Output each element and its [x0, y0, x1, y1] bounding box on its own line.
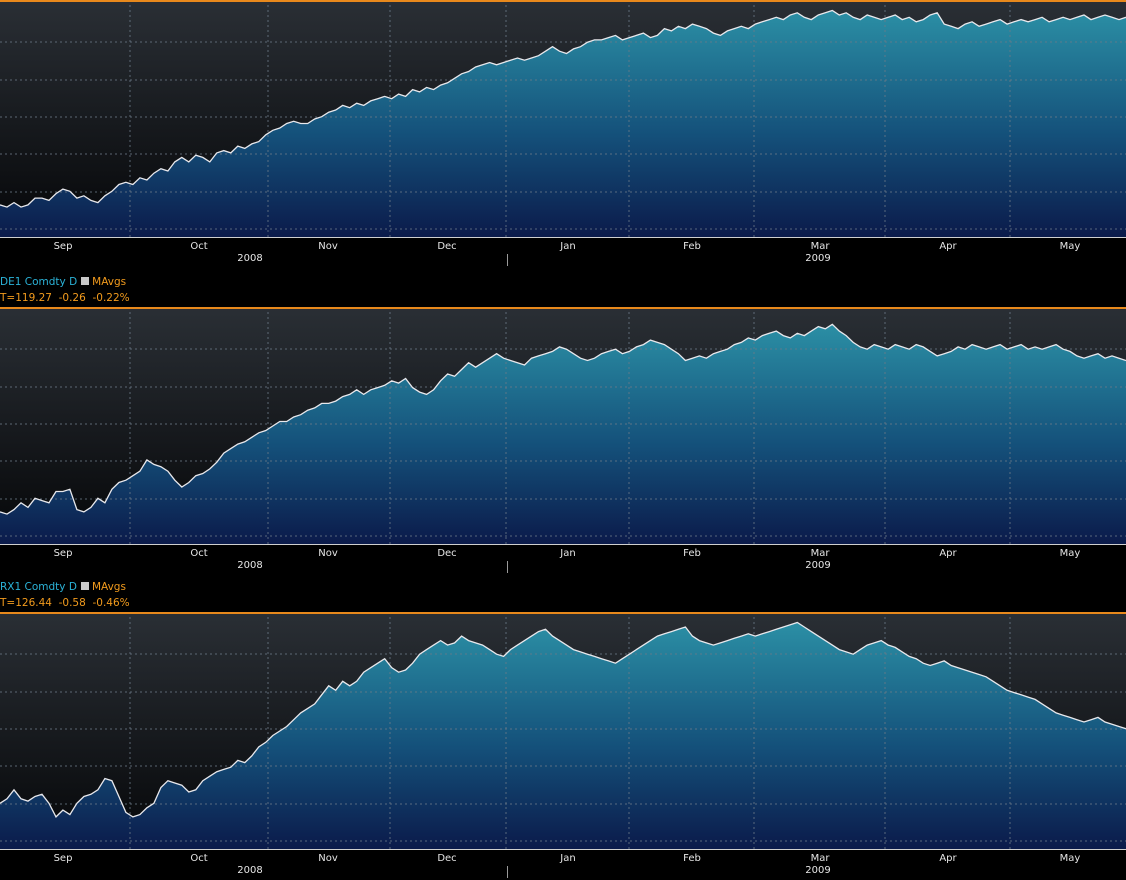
legend-ticker: DE1 Comdty	[0, 276, 66, 288]
chart-panel-bottom: Sep Oct Nov Dec Jan Feb Mar Apr May 2008 2009	[0, 612, 1126, 878]
year-separator	[507, 254, 508, 266]
legend-swatch-icon	[80, 582, 89, 590]
x-tick-label: Jan	[560, 853, 576, 864]
x-tick-label: Oct	[190, 241, 208, 252]
x-tick-label: Nov	[318, 241, 338, 252]
area-chart-middle	[0, 307, 1126, 545]
x-tick-label: Nov	[318, 853, 338, 864]
x-year-label: 2009	[805, 865, 831, 876]
chart-panel-middle: Sep Oct Nov Dec Jan Feb Mar Apr May 2008 2009	[0, 307, 1126, 577]
x-tick-label: Sep	[53, 241, 73, 252]
x-tick-label: Mar	[810, 548, 830, 559]
series-line	[0, 323, 1126, 515]
x-tick-label: Apr	[939, 548, 957, 559]
year-separator	[507, 561, 508, 573]
x-axis-middle: Sep Oct Nov Dec Jan Feb Mar Apr May 2008 2009	[0, 545, 1126, 575]
x-tick-label: Jan	[560, 548, 576, 559]
last-price-bottom: T=126.44 -0.58 -0.46%	[0, 597, 130, 609]
x-axis-top: Sep Oct Nov Dec Jan Feb Mar Apr May 2008 2009	[0, 238, 1126, 268]
x-tick-label: Mar	[810, 853, 830, 864]
x-year-label: 2008	[237, 560, 263, 571]
x-tick-label: Oct	[190, 548, 208, 559]
series-area	[0, 622, 1126, 850]
x-year-label: 2009	[805, 253, 831, 264]
x-tick-label: Feb	[683, 853, 701, 864]
x-tick-label: Jan	[560, 241, 576, 252]
x-tick-label: Dec	[437, 853, 457, 864]
year-separator	[507, 866, 508, 878]
area-chart-top	[0, 0, 1126, 238]
series-area	[0, 324, 1126, 545]
x-tick-label: Mar	[810, 241, 830, 252]
legend-frequency: D	[69, 276, 78, 288]
series-line	[0, 621, 1126, 818]
area-chart-bottom	[0, 612, 1126, 850]
last-price-middle: T=119.27 -0.26 -0.22%	[0, 292, 130, 304]
legend-bottom[interactable]: RX1 Comdty D MAvgs	[0, 581, 126, 594]
x-tick-label: May	[1059, 241, 1081, 252]
legend-middle[interactable]: DE1 Comdty D MAvgs	[0, 276, 126, 289]
series-line	[0, 9, 1126, 208]
x-tick-label: Oct	[190, 853, 208, 864]
x-axis-bottom: Sep Oct Nov Dec Jan Feb Mar Apr May 2008 2009	[0, 850, 1126, 880]
x-year-label: 2008	[237, 865, 263, 876]
plot-area-bottom[interactable]	[0, 612, 1126, 850]
legend-study: MAvgs	[91, 581, 126, 593]
x-tick-label: May	[1059, 853, 1081, 864]
x-tick-label: Dec	[437, 241, 457, 252]
legend-ticker: RX1 Comdty	[0, 581, 66, 593]
x-tick-label: Apr	[939, 241, 957, 252]
x-tick-label: Feb	[683, 241, 701, 252]
legend-frequency: D	[68, 581, 77, 593]
x-tick-label: Dec	[437, 548, 457, 559]
legend-swatch-icon	[81, 277, 90, 285]
chart-panel-top: Sep Oct Nov Dec Jan Feb Mar Apr May 2008 2009	[0, 0, 1126, 270]
x-year-label: 2009	[805, 560, 831, 571]
plot-area-middle[interactable]	[0, 307, 1126, 545]
x-tick-label: Sep	[53, 853, 73, 864]
plot-area-top[interactable]	[0, 0, 1126, 238]
legend-study: MAvgs	[92, 276, 127, 288]
x-year-label: 2008	[237, 253, 263, 264]
x-tick-label: May	[1059, 548, 1081, 559]
x-tick-label: Sep	[53, 548, 73, 559]
x-tick-label: Nov	[318, 548, 338, 559]
series-area	[0, 10, 1126, 238]
x-tick-label: Feb	[683, 548, 701, 559]
x-tick-label: Apr	[939, 853, 957, 864]
